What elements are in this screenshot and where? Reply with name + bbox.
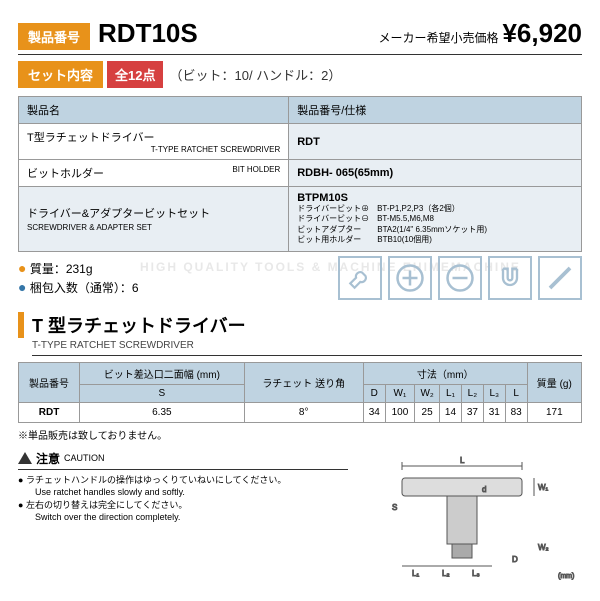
set-label: セット内容 bbox=[18, 61, 103, 88]
svg-text:W₁: W₁ bbox=[538, 483, 549, 492]
section-title: T 型ラチェットドライバー bbox=[18, 312, 582, 338]
caution-item-1: ● ラチェットハンドルの操作はゆっくりていねいにしてください。 Use ratc… bbox=[18, 474, 348, 499]
count-detail: （ビット：10/ ハンドル：2） bbox=[169, 65, 341, 84]
spec-table: 製品番号 ビット差込口二面幅 (mm) ラチェット 送り角 寸法（mm） 質量 … bbox=[18, 362, 582, 423]
row1-spec: RDT bbox=[289, 124, 582, 160]
st-s0: S bbox=[80, 384, 244, 402]
svg-text:(mm): (mm) bbox=[558, 573, 574, 580]
plus-icon bbox=[388, 256, 432, 300]
st-s6: L₃ bbox=[483, 384, 505, 402]
svg-text:S: S bbox=[392, 503, 397, 512]
st-r10: 171 bbox=[527, 402, 581, 422]
main-table: 製品名 製品番号/仕様 T型ラチェットドライバーT-TYPE RATCHET S… bbox=[18, 96, 582, 252]
caution-item-2: ● 左右の切り替えは完全にしてください。 Switch over the dir… bbox=[18, 499, 348, 524]
th-spec: 製品番号/仕様 bbox=[289, 97, 582, 124]
st-r3: 34 bbox=[363, 402, 385, 422]
caution-block: 注意 CAUTION ● ラチェットハンドルの操作はゆっくりていねいにしてくださ… bbox=[18, 450, 348, 524]
st-h0: 製品番号 bbox=[19, 362, 80, 402]
prod-no-label: 製品番号 bbox=[18, 23, 90, 50]
st-s3: W₂ bbox=[415, 384, 440, 402]
svg-text:L: L bbox=[460, 456, 465, 465]
svg-text:D: D bbox=[512, 555, 518, 564]
row3-name: ドライバー&アダプタービットセットSCREWDRIVER & ADAPTER S… bbox=[19, 187, 289, 252]
st-h1: ビット差込口二面幅 (mm) bbox=[80, 362, 244, 384]
st-r5: 25 bbox=[415, 402, 440, 422]
st-r7: 37 bbox=[461, 402, 483, 422]
row3-spec: BTPM10S ドライバービット⊕ BT-P1,P2,P3（各2個） ドライバー… bbox=[289, 187, 582, 252]
svg-text:W₂: W₂ bbox=[538, 543, 549, 552]
st-s4: L₁ bbox=[440, 384, 462, 402]
magnet-icon bbox=[488, 256, 532, 300]
mass: 質量：231g bbox=[30, 262, 93, 276]
minus-icon bbox=[438, 256, 482, 300]
row1-name: T型ラチェットドライバーT-TYPE RATCHET SCREWDRIVER bbox=[19, 124, 289, 160]
diagram: L W₁ d S L₁ L₂ L₃ D W₂ (mm) bbox=[362, 450, 582, 583]
prod-no: RDT10S bbox=[98, 18, 198, 49]
caution-title: 注意 bbox=[36, 450, 60, 467]
th-name: 製品名 bbox=[19, 97, 289, 124]
svg-text:L₁: L₁ bbox=[412, 569, 419, 578]
st-r1: 6.35 bbox=[80, 402, 244, 422]
warning-icon bbox=[18, 452, 32, 464]
svg-text:L₃: L₃ bbox=[472, 569, 480, 578]
count-label: 全12点 bbox=[107, 61, 163, 88]
st-h3: 寸法（mm） bbox=[363, 362, 527, 384]
st-s2: W₁ bbox=[385, 384, 414, 402]
st-r9: 83 bbox=[505, 402, 527, 422]
st-h4: 質量 (g) bbox=[527, 362, 581, 402]
st-r0: RDT bbox=[19, 402, 80, 422]
st-s7: L bbox=[505, 384, 527, 402]
subheader-row: セット内容 全12点 （ビット：10/ ハンドル：2） bbox=[18, 61, 582, 88]
section-en: T-TYPE RATCHET SCREWDRIVER bbox=[32, 340, 582, 356]
price: ¥6,920 bbox=[502, 18, 582, 49]
caution-en: CAUTION bbox=[64, 453, 105, 463]
st-s1: D bbox=[363, 384, 385, 402]
row2-name: ビットホルダーBIT HOLDER bbox=[19, 160, 289, 187]
price-label: メーカー希望小売価格 bbox=[378, 29, 498, 46]
st-r2: 8° bbox=[244, 402, 363, 422]
pack: 梱包入数（通常）：6 bbox=[30, 281, 139, 295]
wrench-icon bbox=[338, 256, 382, 300]
svg-text:L₂: L₂ bbox=[442, 569, 450, 578]
st-r6: 14 bbox=[440, 402, 462, 422]
st-s5: L₂ bbox=[461, 384, 483, 402]
svg-text:d: d bbox=[482, 485, 486, 494]
st-r8: 31 bbox=[483, 402, 505, 422]
note-small: ※単品販売は致しておりません。 bbox=[18, 427, 582, 442]
flat-icon bbox=[538, 256, 582, 300]
header-row: 製品番号 RDT10S メーカー希望小売価格 ¥6,920 bbox=[18, 18, 582, 55]
row2-spec: RDBH- 065(65mm) bbox=[289, 160, 582, 187]
st-r4: 100 bbox=[385, 402, 414, 422]
st-h2: ラチェット 送り角 bbox=[244, 362, 363, 402]
